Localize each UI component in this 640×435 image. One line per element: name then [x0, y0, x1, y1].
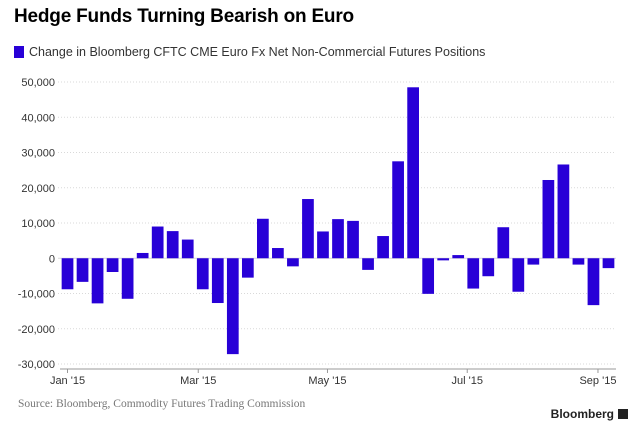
- bar: [452, 255, 465, 259]
- bar: [106, 258, 119, 272]
- bar: [482, 258, 495, 277]
- x-tick-label: Jan '15: [50, 375, 85, 387]
- x-tick-label: May '15: [308, 375, 346, 387]
- chart-title: Hedge Funds Turning Bearish on Euro: [14, 6, 354, 27]
- bar: [257, 218, 269, 259]
- x-tick-label: Jul '15: [452, 375, 483, 387]
- legend-label: Change in Bloomberg CFTC CME Euro Fx Net…: [29, 45, 486, 59]
- bar: [181, 239, 194, 259]
- bloomberg-logo: Bloomberg: [551, 407, 628, 421]
- y-tick-label: -30,000: [18, 359, 55, 371]
- bloomberg-mark-icon: [618, 409, 628, 419]
- bar: [317, 231, 329, 259]
- bar: [166, 231, 179, 259]
- bar: [121, 258, 134, 299]
- y-tick-label: -20,000: [18, 324, 55, 336]
- x-axis: Jan '15 Mar '15 May '15 Jul '15 Sep '15: [50, 368, 616, 387]
- bar: [467, 258, 480, 289]
- bar: [422, 258, 435, 294]
- bar: [542, 179, 555, 259]
- bar: [407, 87, 419, 259]
- bar: [377, 236, 389, 259]
- x-tick-label: Sep '15: [579, 375, 616, 387]
- y-tick-label: 50,000: [21, 77, 55, 89]
- bar: [226, 258, 239, 355]
- bar: [61, 258, 74, 290]
- bar: [241, 258, 254, 278]
- legend-swatch: [14, 46, 24, 58]
- y-axis-ticks: 50,000 40,000 30,000 20,000 10,000 0 -10,000 -2…: [18, 77, 55, 371]
- y-tick-label: 30,000: [21, 148, 55, 160]
- bar: [211, 258, 224, 304]
- y-tick-label: 40,000: [21, 112, 55, 124]
- bar: [332, 219, 344, 259]
- bar: [497, 227, 510, 259]
- bar: [512, 258, 525, 292]
- bar: [91, 258, 104, 304]
- bar: [362, 258, 374, 270]
- bar: [272, 248, 284, 259]
- brand-text: Bloomberg: [550, 407, 614, 421]
- x-tick-label: Mar '15: [180, 375, 216, 387]
- bar: [527, 258, 540, 265]
- y-tick-label: -10,000: [18, 289, 55, 301]
- bar: [76, 258, 89, 282]
- bar: [151, 226, 164, 259]
- y-tick-label: 10,000: [21, 218, 55, 230]
- bar: [347, 220, 359, 259]
- bar: [587, 258, 600, 306]
- source-note: Source: Bloomberg, Commodity Futures Tra…: [18, 398, 306, 410]
- bar: [302, 199, 314, 259]
- bar: [437, 258, 450, 261]
- bar: [136, 252, 149, 259]
- y-tick-label: 20,000: [21, 183, 55, 195]
- bar: [196, 258, 209, 290]
- gridlines: [58, 81, 616, 365]
- bar: [602, 258, 615, 269]
- bars: [61, 87, 615, 355]
- y-tick-label: 0: [49, 253, 55, 265]
- bar: [287, 258, 299, 267]
- bar: [572, 258, 585, 265]
- bar: [557, 164, 570, 259]
- legend: Change in Bloomberg CFTC CME Euro Fx Net…: [14, 45, 485, 59]
- bar: [392, 161, 404, 259]
